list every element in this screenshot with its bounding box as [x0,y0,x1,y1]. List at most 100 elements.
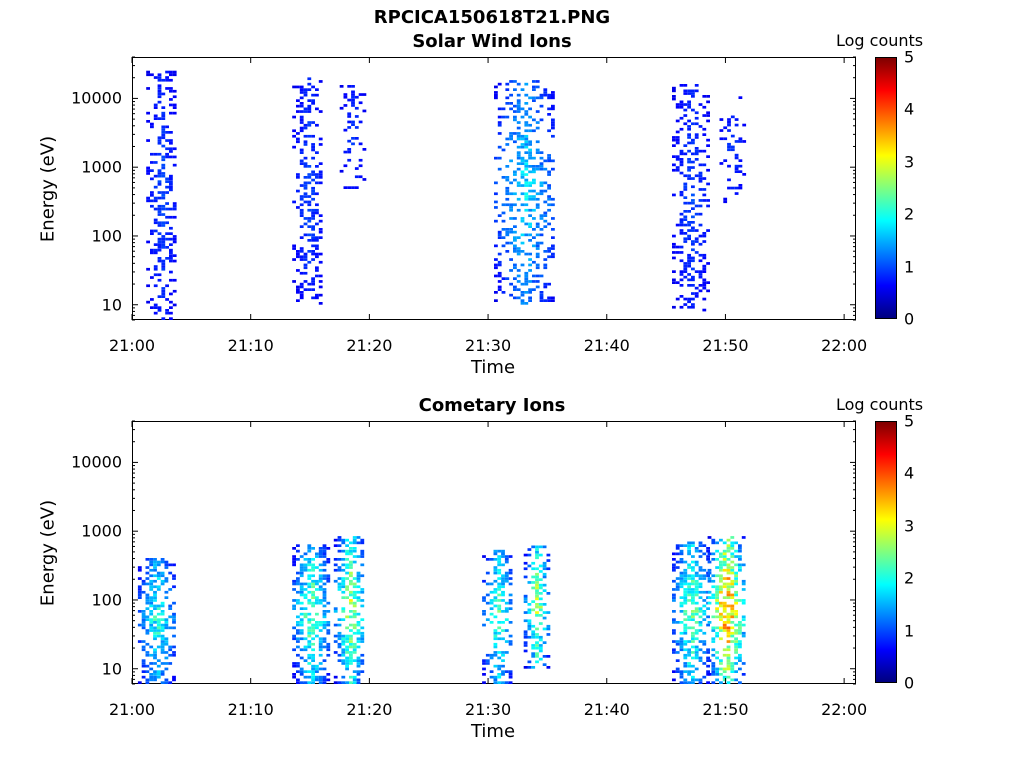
heatmap-cell [349,659,353,662]
heatmap-cell [347,139,352,143]
heatmap-cell [535,594,539,598]
heatmap-cell [172,202,177,205]
heatmap-cell [501,637,505,641]
heatmap-cell [322,659,327,662]
heatmap-cell [169,300,173,304]
heatmap-cell [679,251,684,254]
heatmap-cell [551,299,555,302]
heatmap-cell [307,582,312,586]
heatmap-cell [524,203,529,207]
heatmap-cell [516,269,521,272]
heatmap-cell [672,579,676,583]
heatmap-cell [165,147,169,151]
heatmap-cell [349,645,353,649]
heatmap-cell [730,582,735,586]
heatmap-cell [504,640,509,643]
heatmap-cell [702,577,707,580]
heatmap-cell [738,667,742,671]
heatmap-cell [734,577,738,580]
heatmap-cell [672,144,676,147]
heatmap-cell [356,670,361,673]
heatmap-cell [672,678,676,682]
heatmap-cell [722,675,727,679]
heatmap-cell [352,585,357,589]
heatmap-cell [524,129,529,133]
heatmap-cell [543,88,548,91]
heatmap-cell [351,142,355,146]
heatmap-cell [726,538,731,542]
heatmap-cell [524,159,529,163]
heatmap-cell [702,544,707,547]
heatmap-cell [672,629,676,632]
heatmap-cell [691,651,695,654]
heatmap-cell [299,214,304,217]
heatmap-cell [679,670,684,673]
heatmap-cell [299,184,304,187]
heatmap-cell [730,664,735,668]
heatmap-cell [547,296,551,300]
heatmap-cell [137,610,142,613]
heatmap-cell [675,119,680,123]
heatmap-cell [311,211,315,215]
heatmap-cell [509,230,513,234]
heatmap-cell [683,626,688,630]
heatmap-cell [160,629,165,632]
heatmap-cell [698,179,703,183]
heatmap-cell [516,104,521,108]
heatmap-cell [156,577,161,580]
heatmap-cell [520,176,525,179]
heatmap-cell [326,610,331,613]
heatmap-cell [354,167,359,170]
panel1-colorbar [875,57,897,319]
heatmap-cell [734,153,739,157]
heatmap-cell [315,181,319,185]
heatmap-cell [482,610,486,613]
heatmap-cell [299,648,304,652]
heatmap-cell [535,603,539,606]
heatmap-cell [719,667,723,671]
heatmap-cell [675,642,680,646]
heatmap-cell [356,621,361,624]
heatmap-cell [494,85,498,89]
heatmap-cell [524,167,529,171]
heatmap-cell [161,224,166,227]
heatmap-cell [727,178,731,182]
heatmap-cell [150,306,154,309]
heatmap-cell [299,673,304,676]
heatmap-cell [734,648,738,652]
heatmap-cell [501,236,506,239]
heatmap-cell [303,681,308,684]
heatmap-cell [535,96,540,100]
heatmap-cell [694,593,699,597]
heatmap-cell [307,88,312,91]
heatmap-cell [694,152,699,156]
heatmap-cell [726,582,731,586]
heatmap-cell [145,596,150,599]
heatmap-cell [307,563,312,567]
heatmap-cell [311,568,315,572]
heatmap-cell [345,549,349,553]
heatmap-cell [149,675,154,679]
heatmap-cell [504,558,509,561]
heatmap-cell [504,601,509,605]
heatmap-cell [706,229,710,232]
heatmap-cell [683,678,688,682]
heatmap-cell [535,121,540,124]
heatmap-cell [161,158,166,162]
heatmap-cell [311,637,315,641]
heatmap-cell [157,172,162,175]
heatmap-cell [542,655,547,658]
heatmap-cell [153,599,157,602]
heatmap-cell [675,138,680,142]
heatmap-cell [153,673,157,676]
heatmap-cell [513,288,517,291]
heatmap-cell [504,670,509,673]
heatmap-cell [542,603,547,606]
heatmap-cell [687,297,691,301]
heatmap-cell [299,681,304,684]
heatmap-cell [539,192,544,196]
heatmap-cell [157,95,162,99]
heatmap-cell [683,662,688,665]
heatmap-cell [333,558,338,561]
heatmap-cell [505,233,510,237]
